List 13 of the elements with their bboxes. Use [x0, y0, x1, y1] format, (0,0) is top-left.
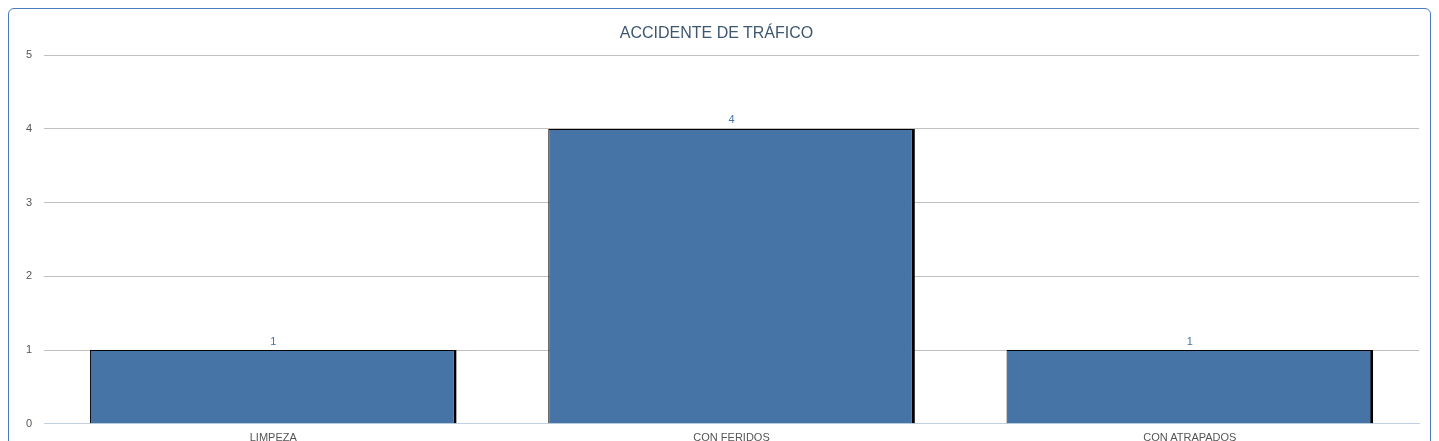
y-tick-label: 1	[25, 343, 33, 356]
y-tick-label: 2	[25, 269, 33, 282]
y-tick-label: 0	[25, 416, 33, 429]
y-tick-label: 5	[25, 48, 33, 61]
x-tick-label: CON FERIDOS	[693, 431, 770, 441]
x-tick-label: CON ATRAPADOS	[1143, 431, 1237, 441]
data-label: 4	[728, 113, 735, 126]
y-tick-label: 3	[25, 195, 33, 208]
data-label: 1	[1186, 334, 1193, 347]
y-tick-label: 4	[25, 121, 33, 134]
x-tick-label: LIMPEZA	[249, 431, 298, 441]
chart-title: ACCIDENTE DE TRÁFICO	[619, 23, 814, 42]
data-label: 1	[270, 334, 277, 347]
